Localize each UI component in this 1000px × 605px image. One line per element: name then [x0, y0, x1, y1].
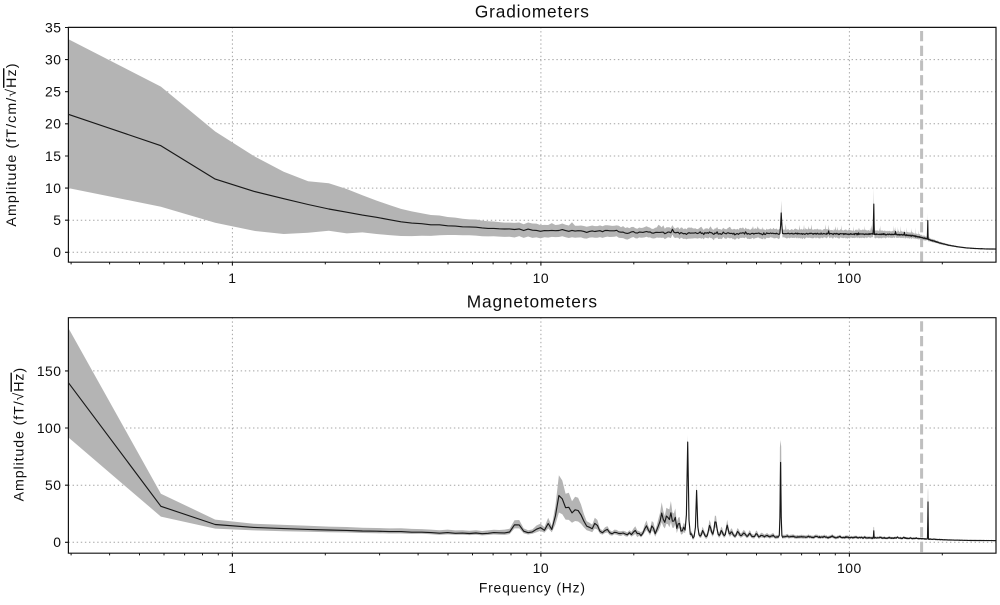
svg-text:0: 0 [53, 534, 61, 550]
svg-text:15: 15 [45, 148, 61, 164]
svg-text:0: 0 [53, 244, 61, 260]
svg-text:100: 100 [837, 270, 862, 286]
svg-text:150: 150 [37, 363, 62, 379]
svg-text:50: 50 [45, 477, 61, 493]
svg-text:20: 20 [45, 116, 61, 132]
svg-text:100: 100 [837, 560, 862, 576]
svg-text:1: 1 [228, 560, 236, 576]
svg-text:Magnetometers: Magnetometers [467, 292, 598, 312]
svg-text:100: 100 [37, 420, 62, 436]
svg-text:10: 10 [533, 560, 549, 576]
svg-text:5: 5 [53, 212, 61, 228]
svg-text:30: 30 [45, 52, 61, 68]
svg-text:Amplitude (fT/√Hz): Amplitude (fT/√Hz) [12, 367, 28, 501]
svg-text:1: 1 [228, 270, 236, 286]
svg-text:Amplitude (fT/cm/√Hz): Amplitude (fT/cm/√Hz) [4, 62, 20, 226]
svg-text:Frequency (Hz): Frequency (Hz) [479, 580, 586, 596]
svg-text:Gradiometers: Gradiometers [475, 1, 590, 21]
svg-text:35: 35 [45, 19, 61, 35]
svg-text:10: 10 [45, 180, 61, 196]
svg-text:25: 25 [45, 84, 61, 100]
svg-text:10: 10 [533, 270, 549, 286]
